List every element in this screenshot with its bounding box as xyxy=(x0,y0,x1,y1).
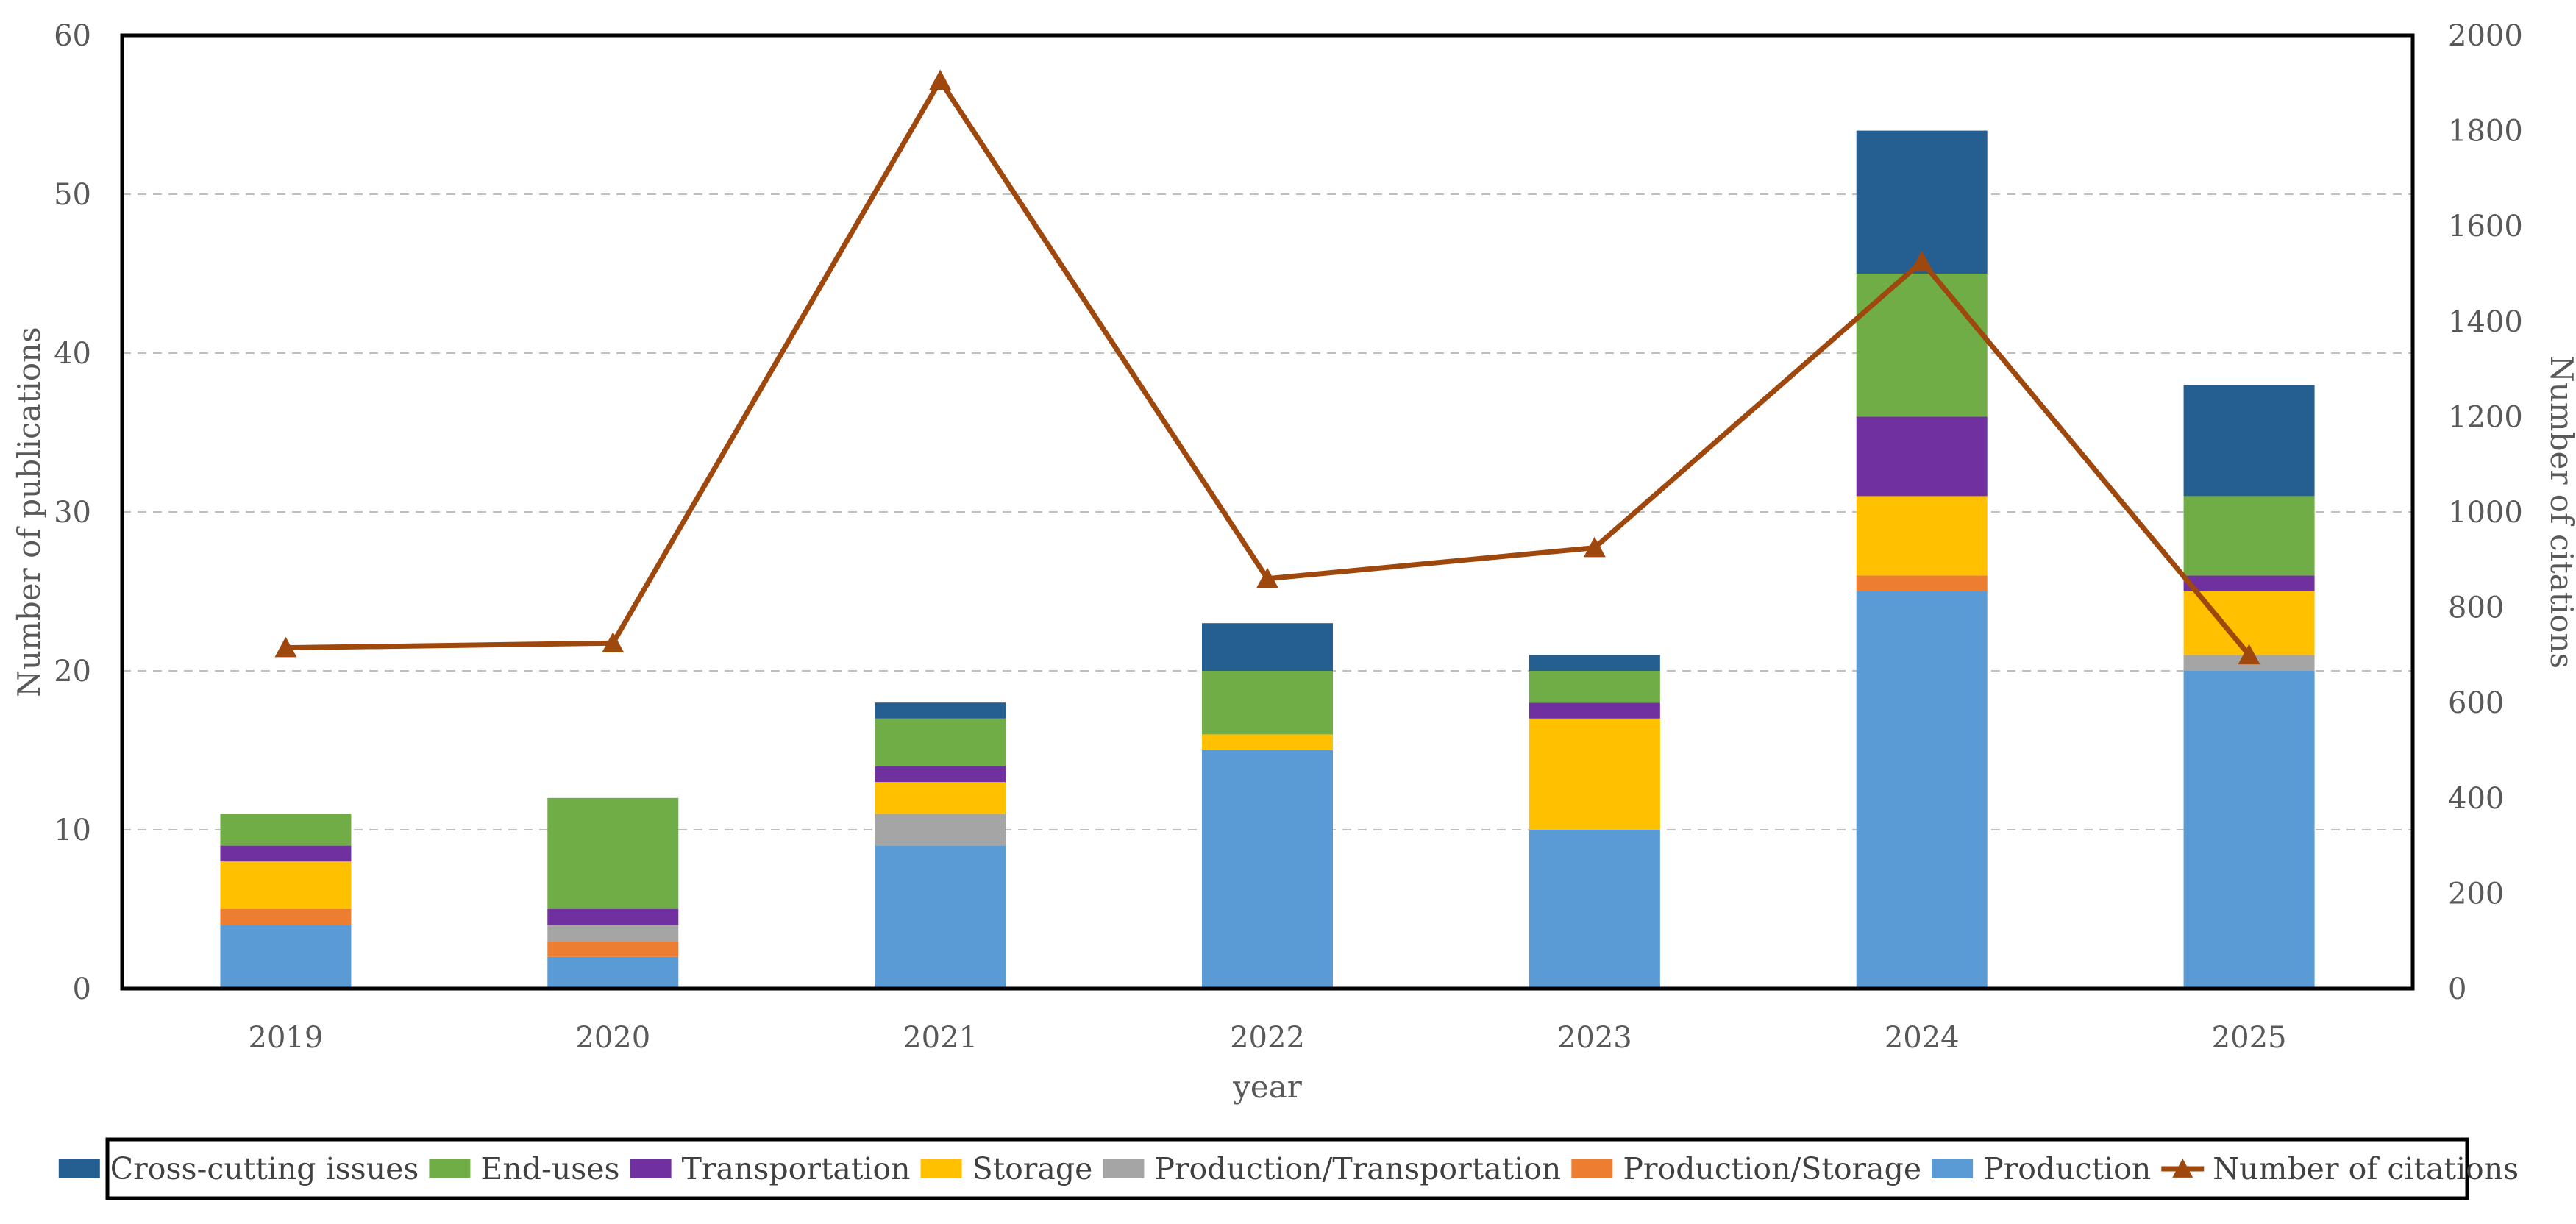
citations-marker-2019 xyxy=(274,636,297,658)
legend-label-production: Production xyxy=(1983,1151,2151,1186)
bar-2021-production xyxy=(875,845,1006,989)
bar-2020-transportation xyxy=(547,909,679,925)
legend: Cross-cutting issues End-uses Transportati… xyxy=(58,1151,2519,1186)
bar-2022-storage xyxy=(1202,734,1333,750)
y-tick-label: 10 xyxy=(54,814,91,847)
y2-tick-label: 0 xyxy=(2448,972,2466,1006)
legend-swatch-cross-cutting-issues xyxy=(58,1159,100,1178)
y-tick-label: 50 xyxy=(54,178,91,212)
bar-2023-transportation xyxy=(1529,702,1660,719)
y2-tick-label: 1800 xyxy=(2448,115,2523,149)
citations-line xyxy=(274,69,2260,665)
legend-swatch-production-storage xyxy=(1571,1159,1613,1178)
y2-tick-label: 800 xyxy=(2448,591,2504,625)
bar-2021-production-transportation xyxy=(875,814,1006,846)
bar-2025-production xyxy=(2183,671,2315,989)
legend-label-production-storage: Production/Storage xyxy=(1623,1151,1921,1186)
y2-tick-label: 1400 xyxy=(2448,305,2523,339)
x-tick-label: 2019 xyxy=(249,1021,324,1055)
y2-axis-ticks: 0 200 400 600 800 1000 1200 1400 1600 1800 2000 xyxy=(2448,19,2523,1006)
bar-2021-cross-cutting-issues xyxy=(875,702,1006,719)
legend-swatch-production xyxy=(1932,1159,1974,1178)
x-axis-ticks: 2019 2020 2021 2022 2023 2024 2025 xyxy=(249,1021,2287,1055)
bar-2024-storage xyxy=(1856,496,1988,576)
legend-swatch-storage xyxy=(920,1159,962,1178)
y2-tick-label: 600 xyxy=(2448,686,2504,720)
x-tick-label: 2021 xyxy=(903,1021,978,1055)
bar-2024-transportation xyxy=(1856,416,1988,497)
y2-tick-label: 2000 xyxy=(2448,19,2523,53)
citations-marker-2021 xyxy=(929,69,952,90)
legend-label-end-uses: End-uses xyxy=(480,1151,619,1186)
y-tick-label: 60 xyxy=(54,19,91,53)
bar-2025-end-uses xyxy=(2183,496,2315,576)
y-tick-label: 40 xyxy=(54,337,91,371)
x-axis-title: year xyxy=(1232,1069,1303,1105)
bar-2024-cross-cutting-issues xyxy=(1856,130,1988,274)
bar-2020-production-storage xyxy=(547,941,679,957)
y-tick-label: 30 xyxy=(54,496,91,530)
bar-2024-production-storage xyxy=(1856,575,1988,591)
bar-2022-end-uses xyxy=(1202,671,1333,735)
y-tick-label: 0 xyxy=(73,972,91,1006)
bar-2020-production-transportation xyxy=(547,925,679,942)
y-axis-title: Number of publications xyxy=(11,327,47,697)
bar-2023-end-uses xyxy=(1529,671,1660,703)
stacked-bars xyxy=(220,130,2315,989)
x-tick-label: 2022 xyxy=(1230,1021,1305,1055)
x-tick-label: 2024 xyxy=(1885,1021,1960,1055)
bar-2024-end-uses xyxy=(1856,274,1988,417)
bar-2021-end-uses xyxy=(875,718,1006,766)
bar-2025-cross-cutting-issues xyxy=(2183,385,2315,497)
bar-2019-end-uses xyxy=(220,814,352,846)
bar-2021-transportation xyxy=(875,766,1006,783)
plot-frame xyxy=(120,33,2415,991)
bar-2023-production xyxy=(1529,830,1660,989)
x-tick-label: 2025 xyxy=(2212,1021,2287,1055)
bar-2023-cross-cutting-issues xyxy=(1529,655,1660,671)
bar-2019-transportation xyxy=(220,845,352,862)
citations-marker-2025 xyxy=(2238,644,2260,665)
bar-2024-production xyxy=(1856,591,1988,989)
bar-2022-cross-cutting-issues xyxy=(1202,623,1333,671)
bar-2019-storage xyxy=(220,861,352,909)
bar-2020-production xyxy=(547,956,679,989)
bar-2019-production-storage xyxy=(220,909,352,925)
bar-2025-transportation xyxy=(2183,575,2315,591)
citations-marker-2022 xyxy=(1256,567,1278,588)
citations-marker-2023 xyxy=(1583,536,1606,558)
y2-tick-label: 200 xyxy=(2448,877,2504,911)
legend-swatch-transportation xyxy=(630,1159,672,1178)
citations-marker-2020 xyxy=(602,632,625,652)
y2-tick-label: 400 xyxy=(2448,782,2504,816)
bar-2022-production xyxy=(1202,750,1333,989)
legend-swatch-end-uses xyxy=(429,1159,471,1178)
citations-marker-2024 xyxy=(1910,250,1933,271)
legend-label-production-transportation: Production/Transportation xyxy=(1154,1151,1561,1186)
y2-axis-title: Number of citations xyxy=(2544,355,2576,669)
legend-label-transportation: Transportation xyxy=(682,1151,911,1186)
bar-2023-storage xyxy=(1529,718,1660,830)
bar-2021-storage xyxy=(875,782,1006,814)
legend-marker-swatch xyxy=(2172,1159,2193,1178)
y2-tick-label: 1000 xyxy=(2448,496,2523,530)
legend-label-storage: Storage xyxy=(972,1151,1093,1186)
y-tick-label: 20 xyxy=(54,655,91,688)
legend-swatch-production-transportation xyxy=(1103,1159,1145,1178)
y2-tick-label: 1600 xyxy=(2448,210,2523,243)
y-axis-ticks: 0 10 20 30 40 50 60 xyxy=(54,19,91,1006)
x-tick-label: 2023 xyxy=(1557,1021,1632,1055)
legend-label-cross-cutting-issues: Cross-cutting issues xyxy=(110,1151,419,1186)
legend-label-number-of-citations: Number of citations xyxy=(2213,1151,2519,1186)
x-tick-label: 2020 xyxy=(575,1021,650,1055)
bar-2019-production xyxy=(220,925,352,989)
legend-box xyxy=(105,1137,2469,1200)
y2-tick-label: 1200 xyxy=(2448,400,2523,434)
bar-2020-end-uses xyxy=(547,797,679,909)
